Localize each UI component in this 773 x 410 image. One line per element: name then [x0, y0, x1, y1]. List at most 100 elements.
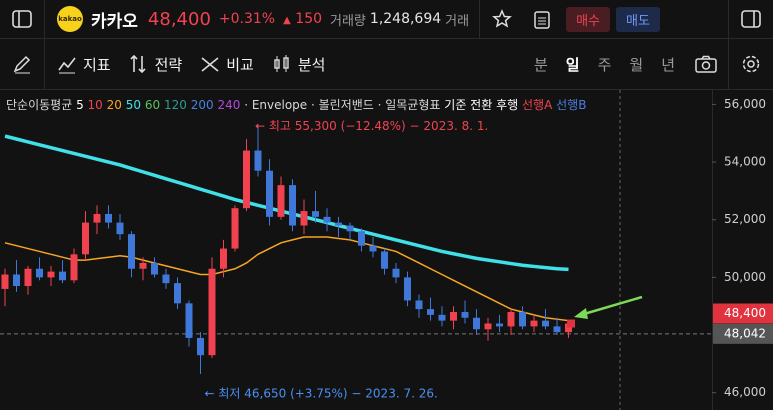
y-tick-label: 54,000 [724, 155, 766, 169]
stock-name[interactable]: 카카오 [91, 11, 138, 32]
sidebar-toggle[interactable] [0, 0, 45, 38]
volume-label-cut: 거래 [445, 13, 470, 29]
tool[interactable]: 분석 [272, 54, 326, 75]
candle-body [415, 300, 423, 310]
candle-body [266, 170, 273, 217]
tool[interactable]: 지표 [57, 54, 111, 75]
legend-item: 50 [126, 98, 141, 112]
period[interactable]: 주 [597, 55, 612, 74]
tool[interactable]: 전략 [129, 54, 182, 75]
star[interactable] [480, 9, 524, 29]
candle-body [312, 211, 319, 217]
memo[interactable] [524, 9, 560, 29]
candle-body [335, 222, 342, 226]
camera[interactable] [684, 55, 728, 73]
volume-label: 거래량 [330, 13, 366, 29]
ref-price-box [713, 323, 773, 344]
candle-body [427, 309, 434, 315]
price-axis: 46,000 50,000 52,000 54,000 56,000 48,400 48,0… [712, 97, 773, 399]
candle-body [553, 326, 561, 333]
change-value: 150 [295, 11, 323, 27]
ref-price-label: 48,042 [724, 326, 766, 340]
high-note: ← 최고 55,300 (−12.48%) − 2023. 8. 1. [255, 119, 488, 133]
candle-body [36, 268, 43, 278]
candle-body [484, 323, 492, 330]
candle-body [277, 185, 285, 217]
legend-item: 10 [88, 98, 103, 112]
candle-body [300, 211, 308, 226]
chart-bg [0, 90, 773, 410]
y-tick-label: 56,000 [724, 97, 766, 111]
candle-body [47, 271, 55, 278]
change: ▲ 150 [283, 11, 323, 27]
candle-body [404, 277, 411, 301]
candle-body [461, 311, 469, 318]
candle-body [70, 254, 78, 281]
candle-body [243, 150, 250, 209]
candle-body [185, 303, 193, 338]
candle-body [105, 213, 112, 223]
candle-body [139, 262, 147, 269]
legend-item: 선행B [556, 97, 586, 112]
candle-body [519, 311, 526, 327]
tool-label: 비교 [226, 55, 254, 74]
candle-body [59, 271, 66, 281]
candle-body [323, 216, 331, 223]
candle-body [369, 245, 377, 252]
draw-tool[interactable] [0, 39, 45, 89]
chart: ← 최고 55,300 (−12.48%) − 2023. 8. 1. ← 최저 … [0, 90, 773, 410]
candle-body [565, 323, 572, 333]
settings[interactable] [728, 39, 773, 89]
period[interactable]: 년 [661, 55, 675, 74]
candle-body [231, 208, 239, 249]
sell-button[interactable]: 매도 [616, 6, 660, 32]
candle-body [24, 268, 32, 287]
legend-item: 240 [217, 98, 240, 112]
candle-body [1, 274, 9, 289]
tool-label: 분석 [297, 55, 326, 74]
candle-body [254, 150, 262, 171]
panel-toggle[interactable] [728, 0, 773, 38]
plot: ← 최고 55,300 (−12.48%) − 2023. 8. 1. ← 최저 … [0, 97, 712, 400]
tool[interactable]: 비교 [200, 54, 254, 75]
candle-body [93, 213, 101, 223]
period[interactable]: 일 [565, 55, 580, 74]
candle-body [116, 222, 124, 235]
candle-body [346, 225, 354, 232]
candle-body [530, 320, 538, 327]
candle-body [128, 234, 135, 269]
candle-body [220, 248, 227, 269]
candle-body [358, 231, 365, 246]
top-bar: kakao 카카오 48,400 +0.31% ▲ 150 거래량 1,248,… [0, 0, 773, 39]
legend-item: 200 [191, 98, 214, 112]
candle-body [438, 314, 446, 321]
candle-body [82, 222, 89, 255]
candle-body [174, 283, 181, 304]
price: 48,400 [147, 8, 211, 30]
volume: 1,248,694 [369, 11, 442, 27]
tools: 지표 전략 비교 분석 [57, 54, 343, 75]
candle-body [473, 317, 480, 330]
candle-body [208, 268, 216, 356]
candle-body [392, 268, 400, 278]
logo: kakao [57, 6, 83, 32]
legend-item: 120 [164, 98, 187, 112]
buy-button[interactable]: 매수 [566, 6, 611, 32]
last-price-marker [567, 319, 575, 328]
period[interactable]: 분 [533, 55, 548, 74]
legend-item: · Envelope · 볼린저밴드 · 일목균형표 [244, 98, 440, 112]
y-tick-label: 46,000 [724, 385, 766, 399]
legend-item: 5 [76, 98, 84, 112]
candle-body [151, 262, 158, 275]
period[interactable]: 월 [629, 55, 644, 74]
ma-line [4, 236, 569, 322]
legend: 단순이동평균 5 10 20 50 60 120 200 240 · Envel… [6, 97, 586, 112]
ma-line [4, 134, 569, 272]
candle-body [507, 311, 515, 327]
candle-body [162, 274, 170, 284]
candle-body [13, 274, 20, 287]
candle-body [381, 251, 388, 269]
